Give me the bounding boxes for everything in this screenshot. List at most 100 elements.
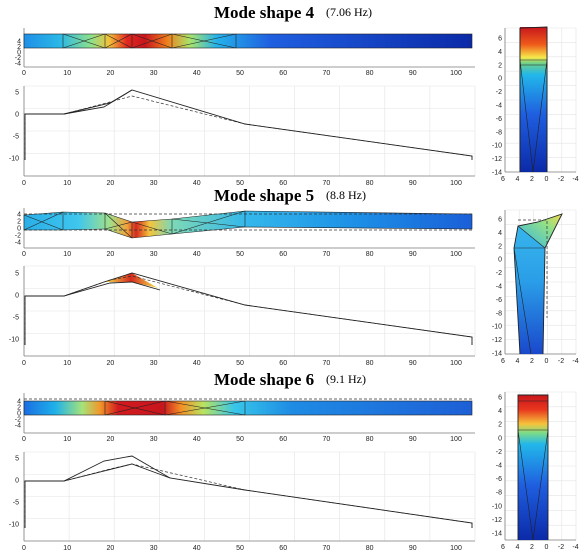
tick-label: 4 bbox=[17, 212, 21, 219]
tick-label: 0 bbox=[498, 257, 502, 264]
tick-label: 90 bbox=[409, 360, 417, 367]
mode-4-plan-y-ticks: 420-2-4 bbox=[15, 39, 21, 68]
mode-6-section-x-ticks: 6 4 2 0 -2 -4 bbox=[501, 544, 579, 551]
tick-label: -5 bbox=[13, 315, 19, 322]
tick-label: 70 bbox=[323, 180, 331, 187]
tick-label: -2 bbox=[558, 544, 564, 551]
tick-label: -14 bbox=[492, 351, 502, 358]
tick-label: -12 bbox=[492, 337, 502, 344]
tick-label: 5 bbox=[15, 90, 19, 97]
tick-label: -2 bbox=[496, 449, 502, 456]
tick-label: 60 bbox=[279, 360, 287, 367]
tick-label: 0 bbox=[545, 176, 549, 183]
tick-label: 0 bbox=[22, 360, 26, 367]
tick-label: 40 bbox=[193, 436, 201, 443]
tick-label: -4 bbox=[496, 463, 502, 470]
tick-label: -12 bbox=[492, 517, 502, 524]
tick-label: 20 bbox=[107, 251, 115, 258]
tick-label: -14 bbox=[492, 170, 502, 177]
tick-label: -5 bbox=[13, 500, 19, 507]
tick-label: 4 bbox=[17, 39, 21, 46]
title-mode-4: Mode shape 4 (7.06 Hz) bbox=[214, 3, 372, 22]
tick-label: 0 bbox=[22, 180, 26, 187]
tick-label: 2 bbox=[17, 44, 21, 51]
tick-label: -2 bbox=[15, 55, 21, 62]
tick-label: 30 bbox=[150, 545, 158, 552]
tick-label: 60 bbox=[279, 251, 287, 258]
tick-label: 4 bbox=[516, 176, 520, 183]
tick-label: 90 bbox=[409, 70, 417, 77]
tick-label: -4 bbox=[15, 423, 21, 430]
mode-5-side-view: 50-5-10 0 10 20 30 40 50 60 70 80 90 100 bbox=[9, 265, 476, 367]
tick-label: 80 bbox=[366, 545, 374, 552]
tick-label: 5 bbox=[15, 456, 19, 463]
tick-label: 4 bbox=[17, 399, 21, 406]
tick-label: 30 bbox=[150, 436, 158, 443]
mode-4-section-x-ticks: 6 4 2 0 -2 -4 bbox=[501, 176, 579, 183]
tick-label: 100 bbox=[450, 70, 462, 77]
tick-label: -10 bbox=[492, 143, 502, 150]
tick-label: -2 bbox=[558, 176, 564, 183]
tick-label: 10 bbox=[63, 360, 71, 367]
tick-label: 30 bbox=[150, 251, 158, 258]
tick-label: 20 bbox=[107, 70, 115, 77]
mode-6-section-view: 6 4 2 0 -2 -4 -6 -8 -10 -12 -14 6 4 2 0 -2 -4 bbox=[492, 391, 579, 551]
mode-5-deck-plan bbox=[24, 211, 472, 238]
tick-label: 0 bbox=[17, 50, 21, 57]
mode-5-deformed-shape bbox=[24, 272, 473, 345]
mode-4-deck-plan bbox=[24, 34, 472, 48]
mode-5-section-top bbox=[518, 214, 562, 248]
tick-label: -6 bbox=[496, 297, 502, 304]
tick-label: 70 bbox=[323, 251, 331, 258]
tick-label: 80 bbox=[366, 436, 374, 443]
mode-5-plan-x-ticks: 0 10 20 30 40 50 60 70 80 90 100 bbox=[22, 251, 462, 258]
tick-label: -2 bbox=[15, 233, 21, 240]
tick-label: 10 bbox=[63, 70, 71, 77]
tick-label: 100 bbox=[450, 251, 462, 258]
tick-label: 100 bbox=[450, 180, 462, 187]
tick-label: -8 bbox=[496, 490, 502, 497]
tick-label: 10 bbox=[63, 180, 71, 187]
tick-label: 20 bbox=[107, 436, 115, 443]
mode-6-plan-x-ticks: 0 10 20 30 40 50 60 70 80 90 100 bbox=[22, 436, 462, 443]
tick-label: -4 bbox=[572, 176, 578, 183]
mode-5-section-x-ticks: 6 4 2 0 -2 -4 bbox=[501, 358, 579, 365]
mode-5-frequency: (8.8 Hz) bbox=[326, 188, 366, 202]
mode-6-plan-view: 420-2-4 0 10 20 30 40 50 60 70 80 90 100 bbox=[15, 393, 475, 443]
tick-label: 10 bbox=[63, 436, 71, 443]
mode-5-plan-y-ticks: 420-2-4 bbox=[15, 212, 21, 247]
tick-label: 50 bbox=[236, 436, 244, 443]
tick-label: 40 bbox=[193, 360, 201, 367]
tick-label: -6 bbox=[496, 476, 502, 483]
mode-5-section-view: 6 4 2 0 -2 -4 -6 -8 -10 -12 -14 6 4 2 0 -2 -4 bbox=[492, 209, 579, 365]
tick-label: 4 bbox=[498, 230, 502, 237]
tick-label: 20 bbox=[107, 360, 115, 367]
tick-label: 90 bbox=[409, 180, 417, 187]
tick-label: 50 bbox=[236, 545, 244, 552]
tick-label: 0 bbox=[22, 436, 26, 443]
tick-label: -4 bbox=[15, 61, 21, 68]
tick-label: 20 bbox=[107, 545, 115, 552]
tick-label: 2 bbox=[17, 219, 21, 226]
tick-label: 80 bbox=[366, 180, 374, 187]
tick-label: 80 bbox=[366, 251, 374, 258]
tick-label: -14 bbox=[492, 531, 502, 538]
tick-label: -6 bbox=[496, 116, 502, 123]
mode-5-side-x-ticks: 0 10 20 30 40 50 60 70 80 90 100 bbox=[22, 360, 462, 367]
tick-label: 6 bbox=[501, 176, 505, 183]
tick-label: 4 bbox=[498, 49, 502, 56]
tick-label: 30 bbox=[150, 180, 158, 187]
tick-label: 0 bbox=[17, 226, 21, 233]
tick-label: 0 bbox=[15, 478, 19, 485]
tick-label: 2 bbox=[530, 176, 534, 183]
title-mode-5: Mode shape 5 (8.8 Hz) bbox=[214, 186, 366, 205]
tick-label: 100 bbox=[450, 436, 462, 443]
tick-label: -10 bbox=[9, 522, 19, 529]
tick-label: 2 bbox=[498, 62, 502, 69]
tick-label: 0 bbox=[545, 358, 549, 365]
mode-5-side-grid bbox=[24, 265, 476, 356]
mode-5-side-y-ticks: 5 0 -5 -10 bbox=[9, 271, 19, 344]
tick-label: 50 bbox=[236, 180, 244, 187]
tick-label: 0 bbox=[545, 544, 549, 551]
tick-label: 10 bbox=[63, 251, 71, 258]
